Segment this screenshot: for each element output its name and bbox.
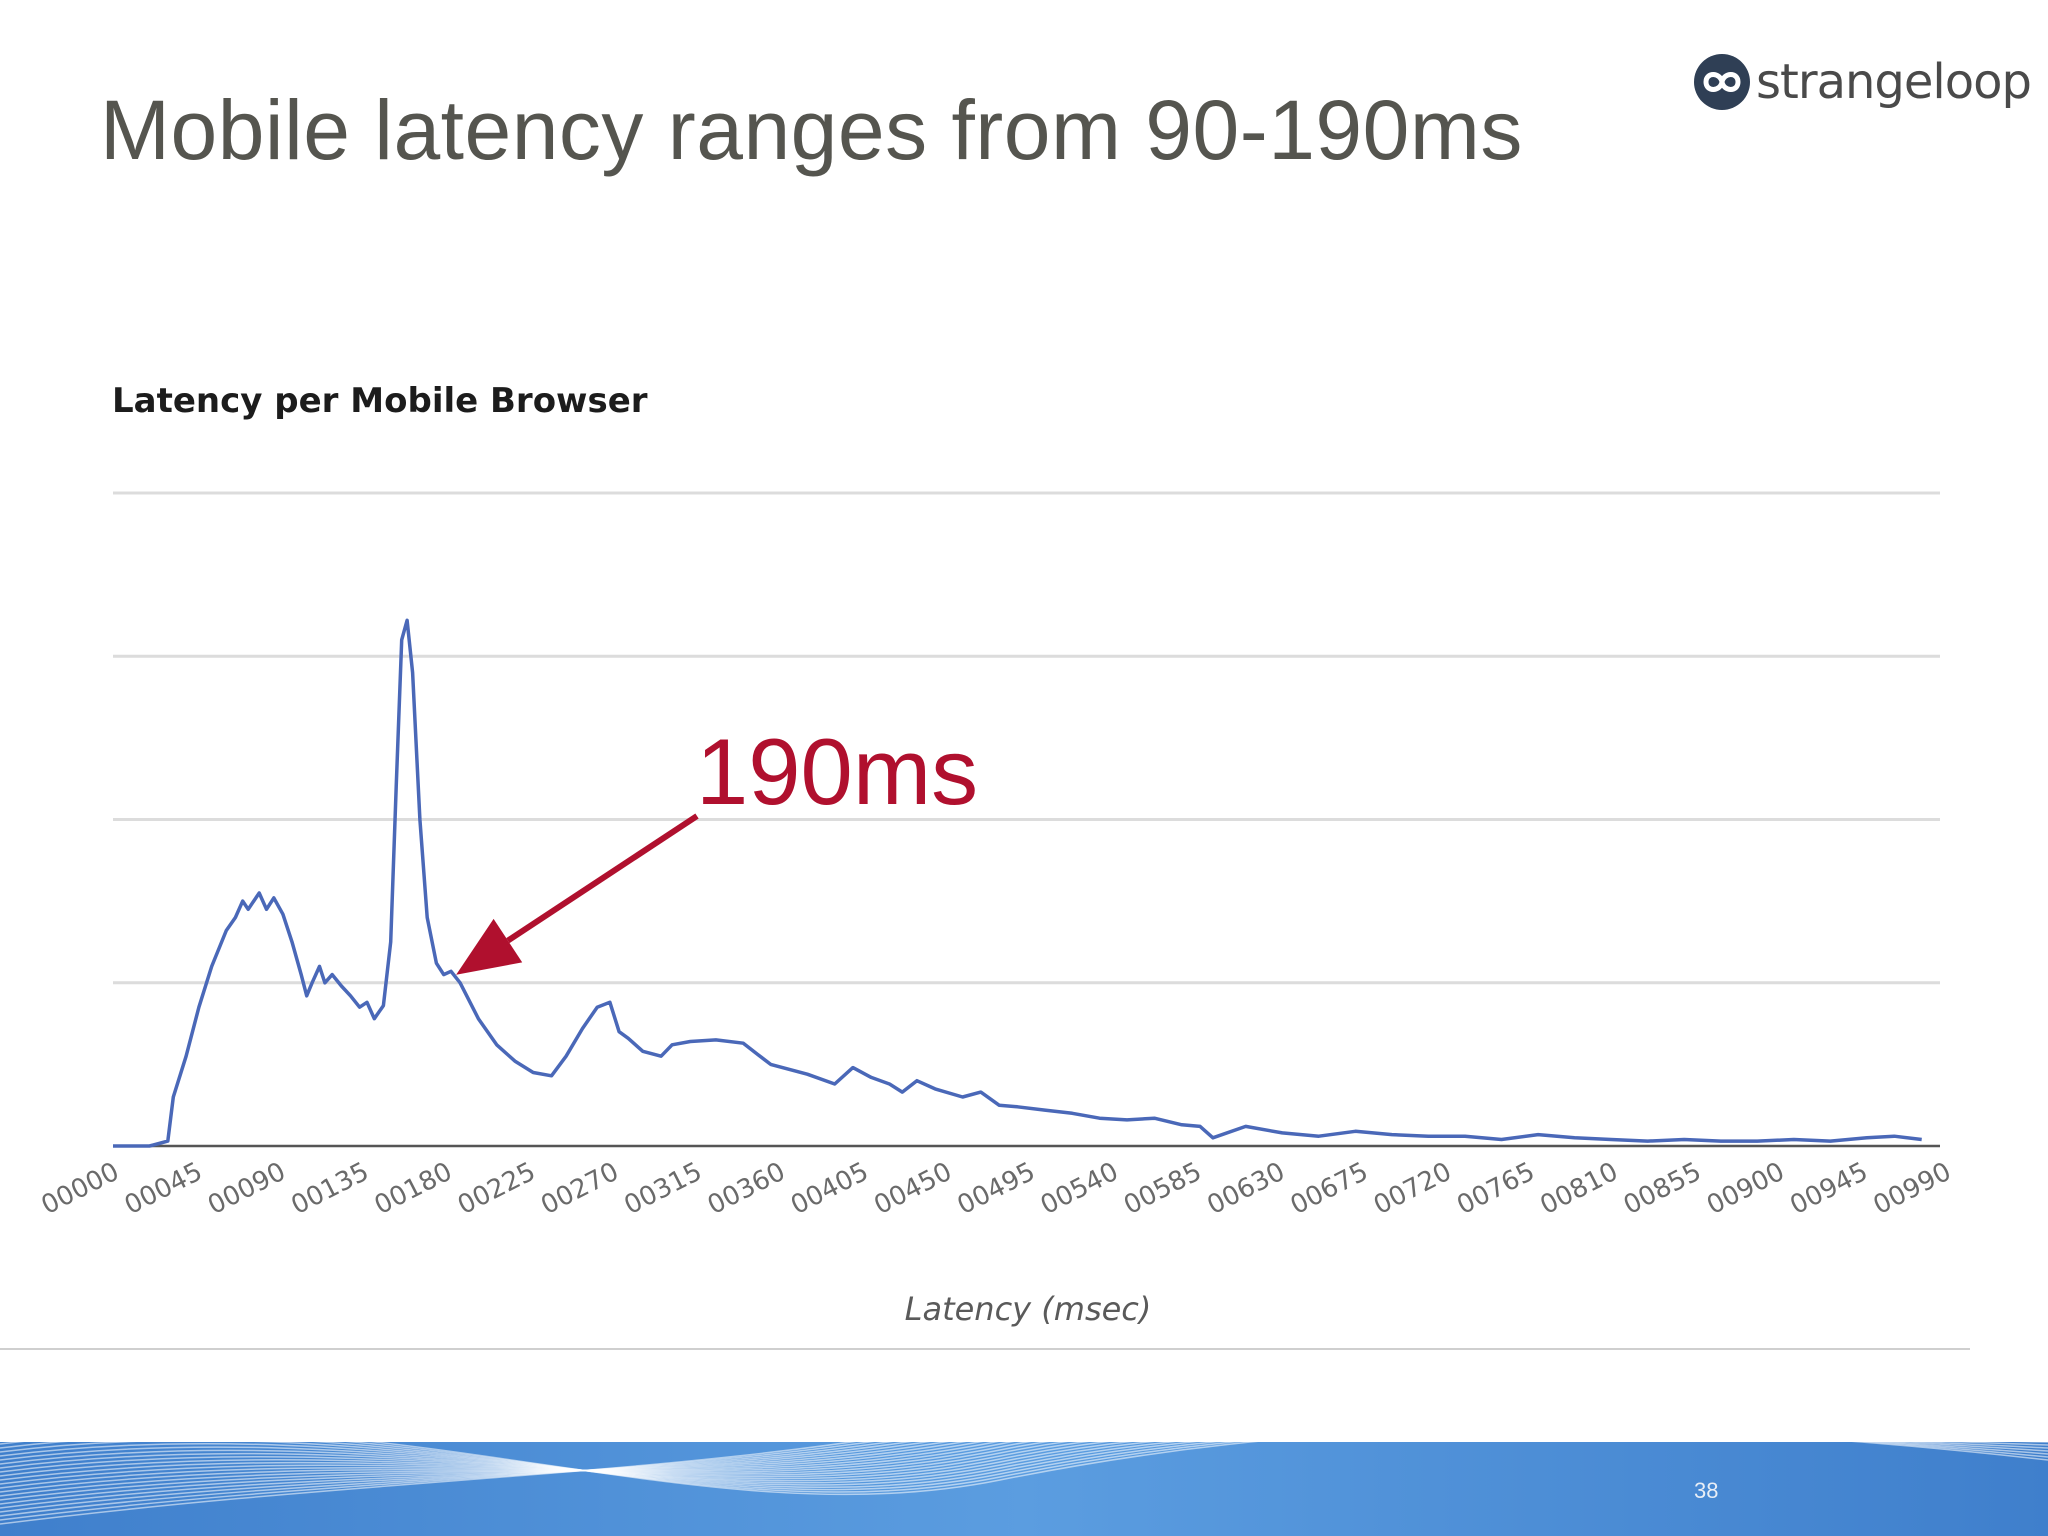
arrow-icon [506, 813, 699, 944]
x-tick-label: 00675 [1286, 1157, 1373, 1221]
x-tick-label: 00405 [786, 1157, 873, 1221]
x-tick-label: 00450 [869, 1157, 956, 1221]
x-tick-label: 00270 [536, 1157, 623, 1221]
footer-wave-band [0, 1400, 2048, 1536]
x-tick-label: 00990 [1869, 1157, 1956, 1221]
chart-title: Latency per Mobile Browser [112, 381, 648, 421]
x-tick-label: 00045 [120, 1157, 207, 1221]
page-number: 38 [1694, 1478, 1719, 1503]
infinity-loop-icon [1694, 54, 1750, 110]
x-tick-label: 00090 [203, 1157, 290, 1221]
x-tick-label: 00855 [1619, 1157, 1706, 1221]
x-tick-label: 00315 [620, 1157, 707, 1221]
x-tick-label: 00180 [370, 1157, 457, 1221]
x-axis-tick-labels: 0000000045000900013500180002250027000315… [37, 1157, 1956, 1221]
x-tick-label: 00585 [1119, 1157, 1206, 1221]
x-tick-label: 00900 [1702, 1157, 1789, 1221]
arrow-head [456, 918, 523, 975]
x-tick-label: 00540 [1036, 1157, 1123, 1221]
wave-line [0, 1400, 2038, 1525]
x-tick-label: 00945 [1785, 1157, 1872, 1221]
x-tick-label: 00630 [1203, 1157, 1290, 1221]
x-tick-label: 00765 [1452, 1157, 1539, 1221]
x-tick-label: 00225 [453, 1157, 540, 1221]
x-tick-label: 00360 [703, 1157, 790, 1221]
x-tick-label: 00000 [37, 1157, 124, 1221]
series-line [113, 618, 1922, 1148]
x-axis-label: Latency (msec) [905, 1290, 1152, 1328]
x-tick-label: 00135 [287, 1157, 374, 1221]
brand-logo: strangeloop [1692, 50, 2032, 114]
x-tick-label: 00495 [953, 1157, 1040, 1221]
x-tick-label: 00720 [1369, 1157, 1456, 1221]
brand-name: strangeloop [1756, 54, 2032, 110]
annotation-label: 190ms [696, 719, 978, 824]
annotation: 190ms [456, 719, 978, 975]
x-tick-label: 00810 [1536, 1157, 1623, 1221]
chart-gridlines [113, 491, 1940, 1148]
slide-title: Mobile latency ranges from 90-190ms [100, 83, 1523, 177]
